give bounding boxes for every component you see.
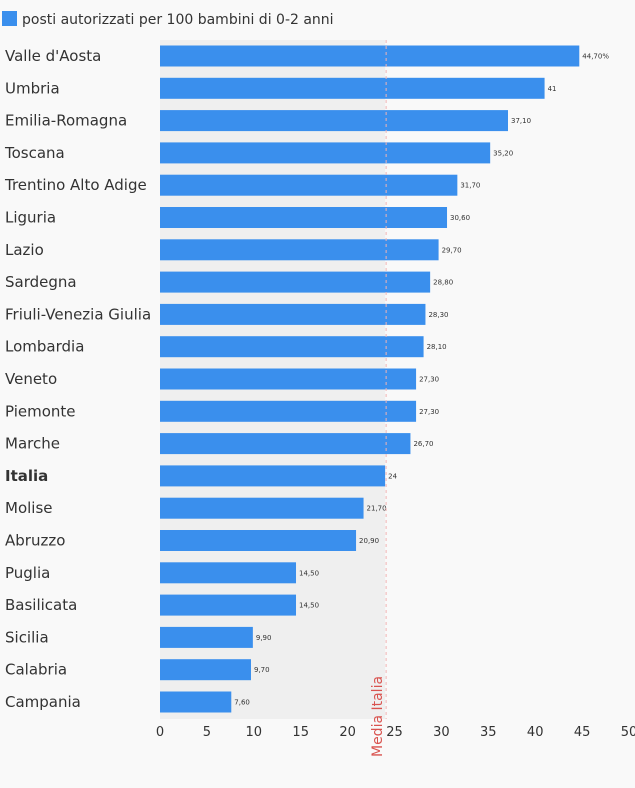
reference-line-label: Media Italia bbox=[370, 676, 386, 757]
x-tick-label: 10 bbox=[246, 725, 263, 740]
category-label: Molise bbox=[5, 499, 53, 517]
bar[interactable] bbox=[160, 239, 439, 261]
data-label: 27,30 bbox=[419, 376, 439, 384]
data-label: 7,60 bbox=[234, 699, 250, 707]
category-label: Umbria bbox=[5, 79, 60, 97]
data-label: 41 bbox=[548, 85, 557, 93]
x-tick-label: 35 bbox=[480, 725, 497, 740]
category-label: Friuli-Venezia Giulia bbox=[5, 305, 151, 323]
category-label: Abruzzo bbox=[5, 532, 65, 550]
x-tick-label: 25 bbox=[386, 725, 403, 740]
data-label: 29,70 bbox=[442, 246, 462, 254]
bar[interactable] bbox=[160, 336, 424, 358]
category-label: Marche bbox=[5, 435, 60, 453]
bar-series: Valle d'Aosta 44,70% Umbria 41 Emilia-Romagn… bbox=[4, 45, 609, 713]
data-label: 24 bbox=[388, 472, 397, 480]
category-label: Lombardia bbox=[5, 338, 84, 356]
data-label: 35,20 bbox=[493, 149, 513, 157]
x-axis-ticks: 0 5 10 15 20 25 30 35 40 45 50 bbox=[156, 725, 635, 740]
legend-swatch bbox=[2, 11, 17, 26]
x-tick-label: 5 bbox=[203, 725, 211, 740]
bar[interactable] bbox=[160, 142, 491, 164]
bar[interactable] bbox=[160, 110, 508, 132]
data-label: 9,90 bbox=[256, 634, 272, 642]
x-tick-label: 20 bbox=[339, 725, 356, 740]
data-label: 14,50 bbox=[299, 602, 319, 610]
bar[interactable] bbox=[160, 77, 545, 99]
bar[interactable] bbox=[160, 400, 417, 422]
data-label: 31,70 bbox=[460, 182, 480, 190]
data-label: 27,30 bbox=[419, 408, 439, 416]
bar[interactable] bbox=[160, 626, 253, 648]
bar[interactable] bbox=[160, 271, 431, 293]
category-label: Toscana bbox=[4, 144, 65, 162]
legend[interactable]: posti autorizzati per 100 bambini di 0-2… bbox=[2, 11, 334, 28]
bar[interactable] bbox=[160, 433, 411, 455]
category-label: Basilicata bbox=[5, 596, 77, 614]
bar[interactable] bbox=[160, 562, 297, 584]
bar[interactable] bbox=[160, 594, 297, 616]
category-label: Liguria bbox=[5, 209, 56, 227]
bar[interactable] bbox=[160, 465, 386, 487]
data-label: 37,10 bbox=[511, 117, 531, 125]
bar[interactable] bbox=[160, 497, 364, 519]
category-label: Sardegna bbox=[5, 273, 77, 291]
x-tick-label: 15 bbox=[292, 725, 309, 740]
x-tick-label: 0 bbox=[156, 725, 164, 740]
category-label: Trentino Alto Adige bbox=[4, 176, 147, 194]
category-label: Campania bbox=[5, 693, 81, 711]
category-label: Veneto bbox=[5, 370, 57, 388]
data-label: 21,70 bbox=[367, 505, 387, 513]
data-label: 30,60 bbox=[450, 214, 470, 222]
category-label: Lazio bbox=[5, 241, 44, 259]
x-tick-label: 50 bbox=[621, 725, 635, 740]
category-label: Sicilia bbox=[5, 628, 49, 646]
x-tick-label: 45 bbox=[574, 725, 591, 740]
legend-label: posti autorizzati per 100 bambini di 0-2… bbox=[22, 12, 334, 28]
category-label: Valle d'Aosta bbox=[5, 47, 101, 65]
x-tick-label: 40 bbox=[527, 725, 544, 740]
data-label: 44,70% bbox=[582, 53, 609, 61]
category-label: Puglia bbox=[5, 564, 50, 582]
category-label: Calabria bbox=[5, 661, 67, 679]
bar[interactable] bbox=[160, 368, 417, 390]
data-label: 9,70 bbox=[254, 666, 270, 674]
data-label: 28,30 bbox=[428, 311, 448, 319]
category-label: Piemonte bbox=[5, 402, 76, 420]
data-label: 26,70 bbox=[413, 440, 433, 448]
bar[interactable] bbox=[160, 530, 357, 551]
data-label: 28,10 bbox=[427, 343, 447, 351]
data-label: 14,50 bbox=[299, 569, 319, 577]
category-label: Emilia-Romagna bbox=[5, 112, 127, 130]
bar[interactable] bbox=[160, 174, 458, 196]
bar[interactable] bbox=[160, 659, 251, 681]
bar[interactable] bbox=[160, 691, 232, 713]
bar[interactable] bbox=[160, 303, 426, 325]
bar[interactable] bbox=[160, 207, 448, 228]
category-label: Italia bbox=[5, 467, 48, 485]
data-label: 20,90 bbox=[359, 537, 379, 545]
bar[interactable] bbox=[160, 45, 580, 67]
x-tick-label: 30 bbox=[433, 725, 450, 740]
data-label: 28,80 bbox=[433, 279, 453, 287]
